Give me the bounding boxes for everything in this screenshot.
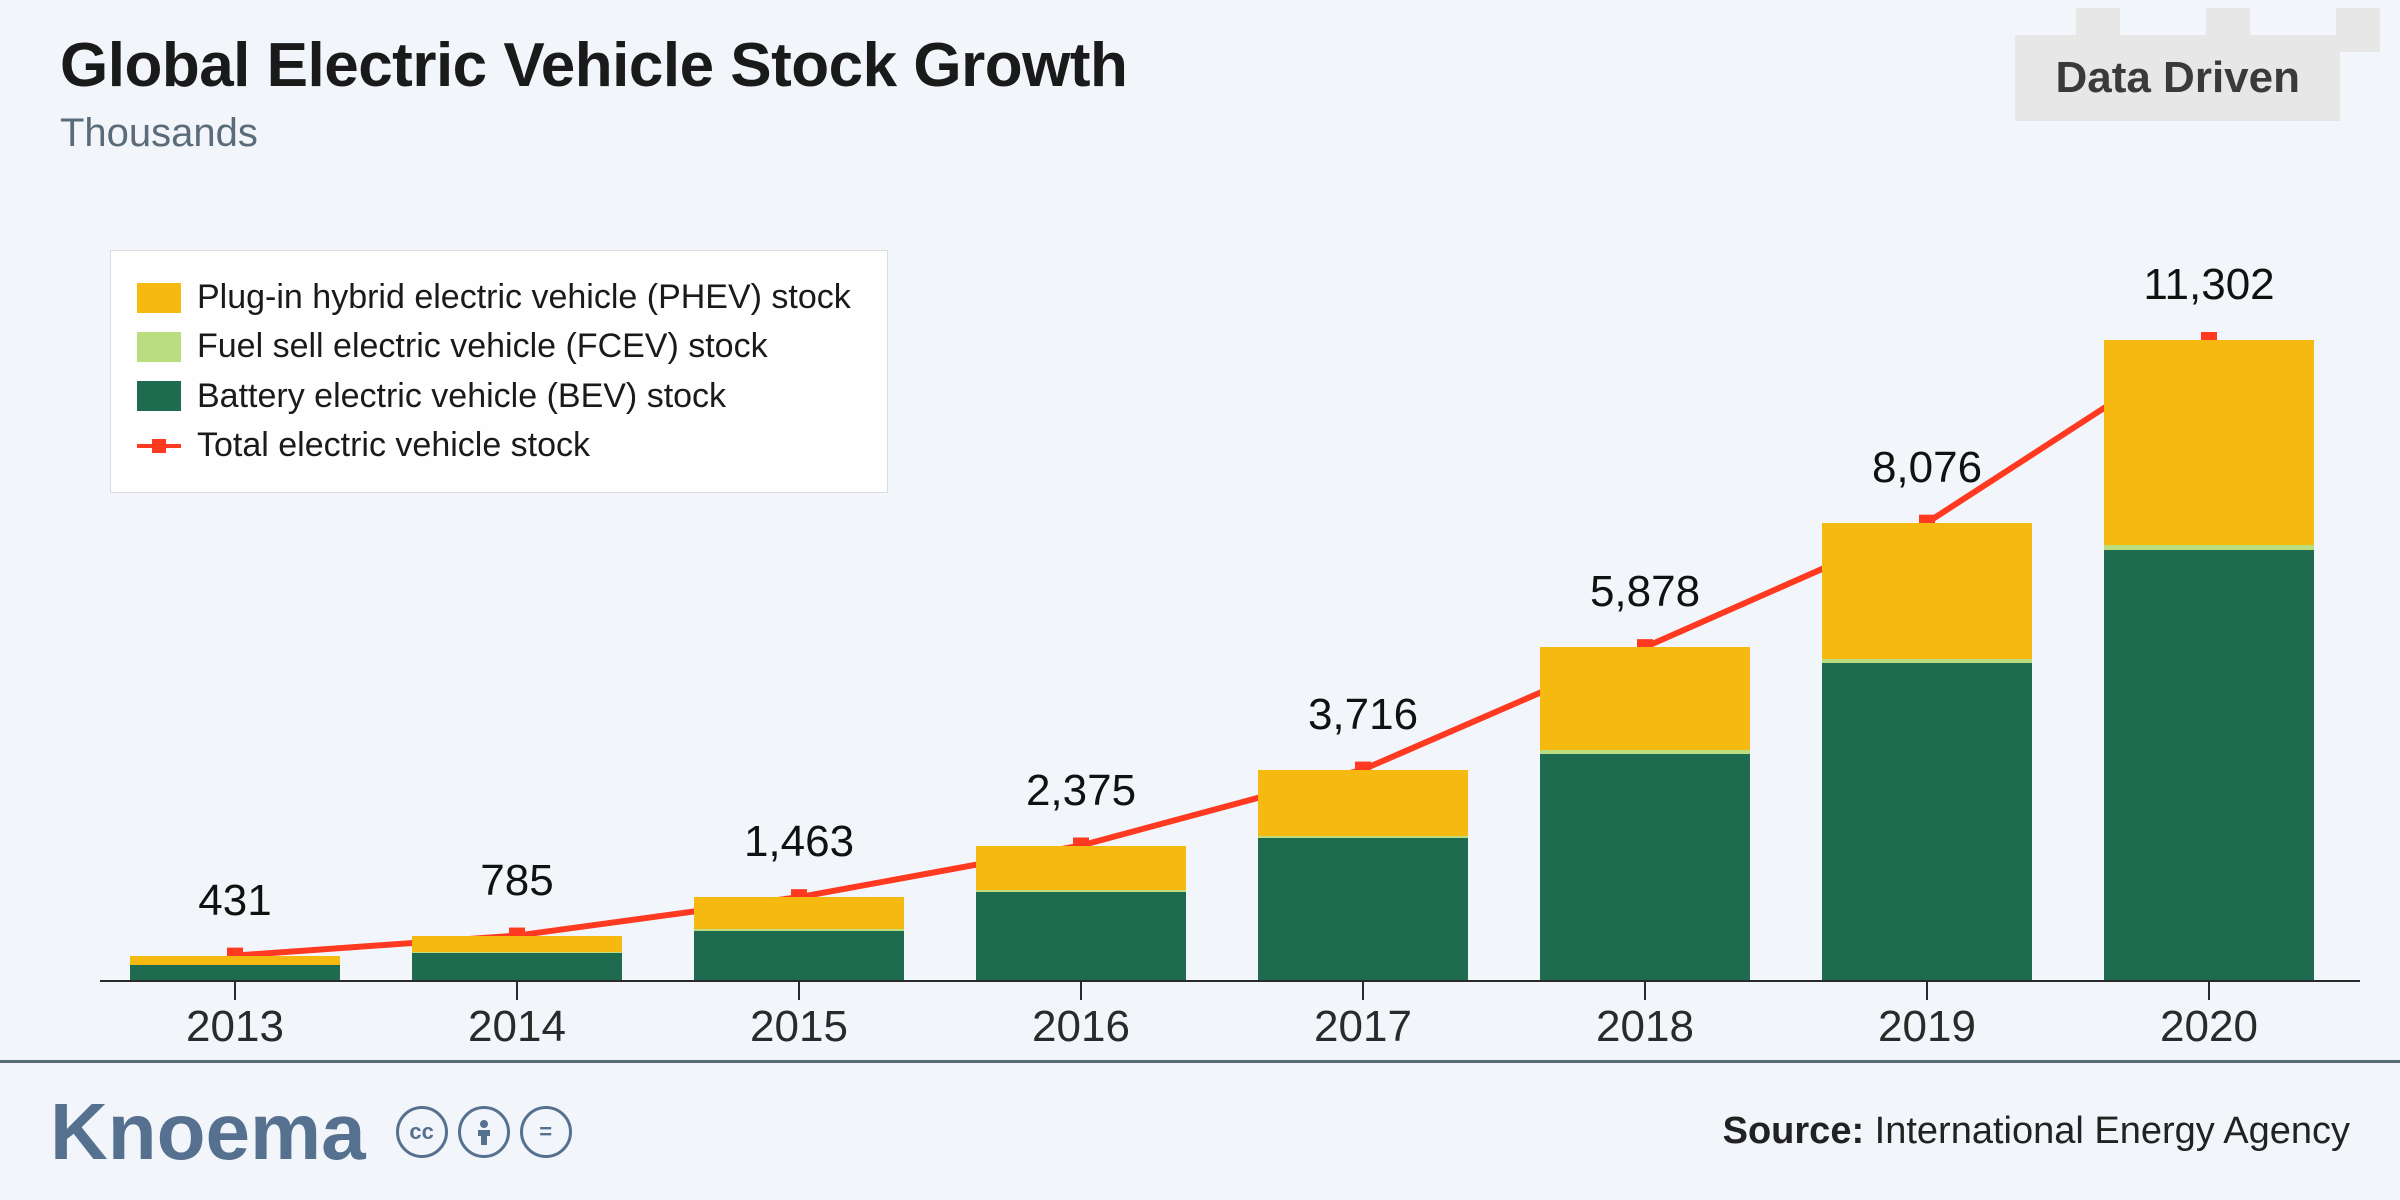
bar-stack — [1822, 523, 2032, 980]
x-axis-tick — [234, 982, 236, 1000]
bar-segment-phev — [1540, 647, 1750, 750]
chart-footer: Knoema cc = Source: International Energy… — [0, 1060, 2400, 1200]
bar-stack — [694, 897, 904, 980]
x-axis-label: 2020 — [2160, 1002, 2258, 1052]
total-value-label: 11,302 — [2143, 260, 2274, 310]
bar-segment-bev — [694, 931, 904, 980]
chart-column — [694, 897, 904, 980]
bar-stack — [412, 936, 622, 980]
logo-text: Knoema — [50, 1086, 366, 1178]
total-value-label: 2,375 — [1026, 766, 1136, 816]
x-axis-tick — [798, 982, 800, 1000]
x-axis-label: 2015 — [750, 1002, 848, 1052]
bar-stack — [1258, 770, 1468, 980]
chart-plot-area: 431 785 1,463 2,375 3,716 5,878 8,076 11,302 — [100, 170, 2360, 980]
bar-segment-phev — [412, 936, 622, 953]
bar-segment-bev — [130, 965, 340, 980]
data-driven-badge: Data Driven — [2015, 35, 2340, 121]
total-value-label: 1,463 — [744, 817, 854, 867]
cc-nd-icon: = — [520, 1106, 572, 1158]
x-axis-tick — [1080, 982, 1082, 1000]
total-value-label: 785 — [480, 856, 553, 906]
x-axis-label: 2018 — [1596, 1002, 1694, 1052]
x-axis-label: 2013 — [186, 1002, 284, 1052]
chart-column — [976, 846, 1186, 980]
source-value: International Energy Agency — [1875, 1110, 2350, 1152]
cc-icon: cc — [396, 1106, 448, 1158]
chart-column — [1822, 523, 2032, 980]
x-axis-label: 2017 — [1314, 1002, 1412, 1052]
cc-license-icons: cc = — [396, 1106, 572, 1158]
bar-stack — [2104, 340, 2314, 980]
total-value-label: 5,878 — [1590, 567, 1700, 617]
chart-column — [130, 956, 340, 980]
bar-stack — [976, 846, 1186, 980]
bar-segment-phev — [1258, 770, 1468, 836]
x-axis-tick — [2208, 982, 2210, 1000]
x-axis-tick — [1362, 982, 1364, 1000]
bar-segment-bev — [412, 953, 622, 980]
bar-segment-bev — [976, 892, 1186, 980]
bar-segment-phev — [976, 846, 1186, 890]
chart-subtitle: Thousands — [60, 111, 1127, 156]
total-value-label: 3,716 — [1308, 690, 1418, 740]
x-axis-tick — [516, 982, 518, 1000]
bar-segment-bev — [2104, 550, 2314, 980]
x-axis-tick — [1926, 982, 1928, 1000]
chart-column — [412, 936, 622, 980]
x-axis-baseline — [100, 980, 2360, 982]
total-value-label: 431 — [198, 876, 271, 926]
x-axis-tick — [1644, 982, 1646, 1000]
chart-header: Global Electric Vehicle Stock Growth Tho… — [60, 30, 1127, 156]
cc-by-icon — [458, 1106, 510, 1158]
chart-source: Source: International Energy Agency — [1723, 1110, 2350, 1153]
bar-segment-bev — [1258, 838, 1468, 980]
source-label: Source: — [1723, 1110, 1864, 1152]
bar-segment-bev — [1822, 663, 2032, 980]
chart-title: Global Electric Vehicle Stock Growth — [60, 30, 1127, 101]
bar-segment-phev — [2104, 340, 2314, 545]
chart-column — [1540, 647, 1750, 980]
x-axis-label: 2016 — [1032, 1002, 1130, 1052]
x-axis-label: 2014 — [468, 1002, 566, 1052]
bar-stack — [1540, 647, 1750, 980]
chart-column — [1258, 770, 1468, 980]
bar-segment-phev — [694, 897, 904, 929]
total-value-label: 8,076 — [1872, 443, 1982, 493]
chart-column — [2104, 340, 2314, 980]
x-axis-label: 2019 — [1878, 1002, 1976, 1052]
knoema-logo: Knoema cc = — [50, 1086, 572, 1178]
bar-stack — [130, 956, 340, 980]
bar-segment-phev — [1822, 523, 2032, 659]
bar-segment-phev — [130, 956, 340, 965]
bar-segment-bev — [1540, 754, 1750, 981]
